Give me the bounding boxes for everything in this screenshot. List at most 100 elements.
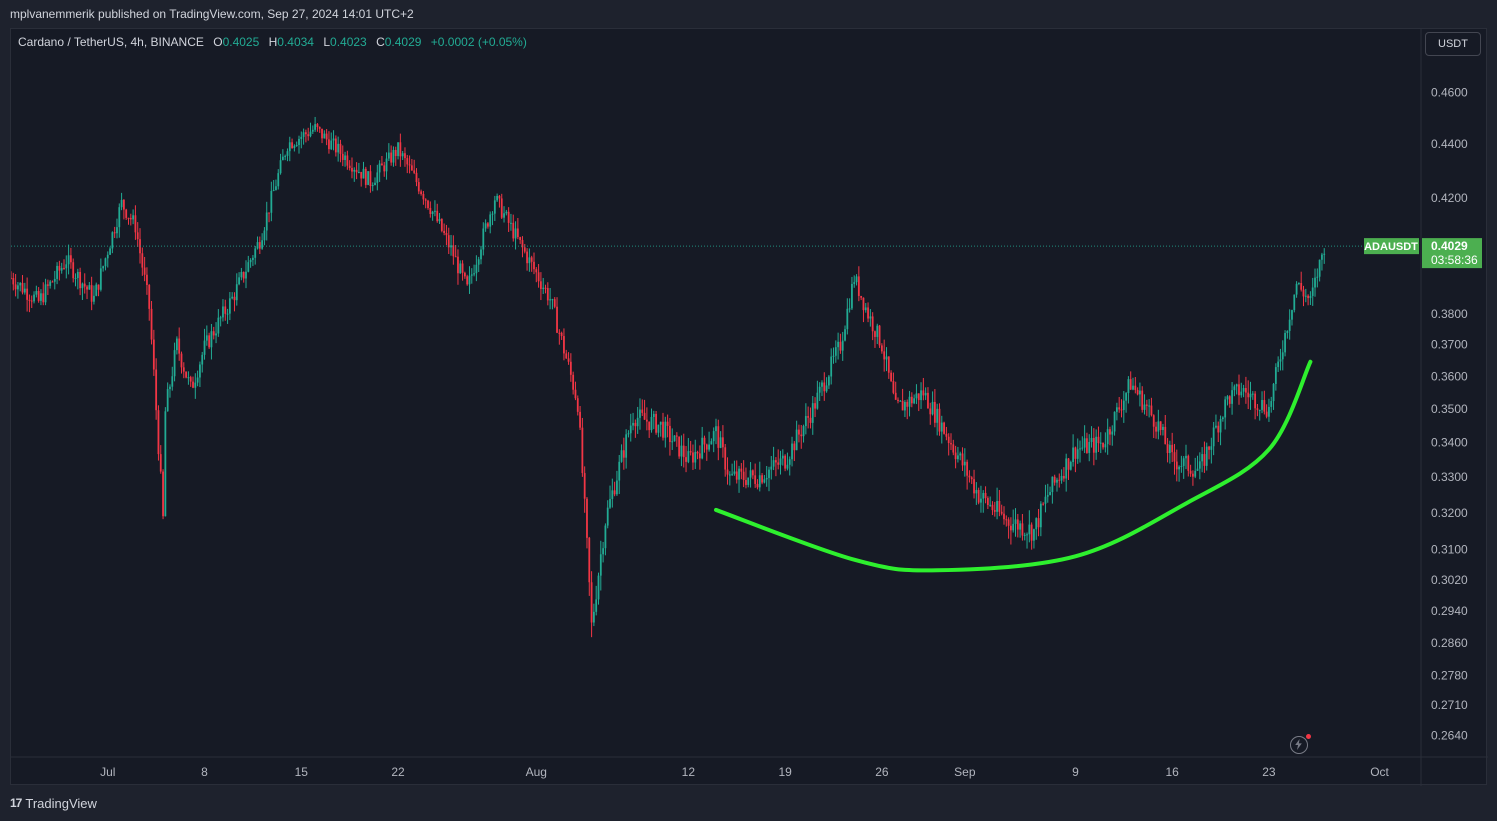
candle-body bbox=[848, 308, 851, 310]
ohlc-legend: Cardano / TetherUS, 4h, BINANCE O0.4025 … bbox=[18, 35, 527, 49]
candle-body bbox=[305, 132, 307, 135]
candle-body bbox=[880, 345, 883, 352]
candle-body bbox=[1044, 496, 1047, 504]
candle-body bbox=[164, 411, 167, 517]
candle-body bbox=[1030, 524, 1033, 541]
candle-body bbox=[76, 271, 79, 278]
candle-body bbox=[1270, 401, 1273, 407]
candle-body bbox=[1120, 409, 1123, 411]
tradingview-logo[interactable]: 17 TradingView bbox=[10, 795, 97, 811]
candle-body bbox=[800, 434, 803, 437]
candle-body bbox=[576, 398, 579, 412]
candle-body bbox=[109, 248, 111, 255]
notification-dot bbox=[1306, 734, 1311, 739]
candle-body bbox=[1115, 407, 1118, 412]
high-value: 0.4034 bbox=[277, 35, 314, 49]
price-chart[interactable]: 0.4600 0.4400 0.4200 0.3800 0.3700 0.3600 0.35… bbox=[11, 29, 1488, 786]
candle-body bbox=[118, 207, 121, 228]
candle-body bbox=[678, 436, 681, 457]
bar-countdown: 03:58:36 bbox=[1431, 253, 1478, 267]
candle-body bbox=[968, 475, 971, 478]
currency-button[interactable]: USDT bbox=[1425, 32, 1481, 56]
candle-body bbox=[556, 306, 558, 333]
candle-body bbox=[19, 282, 22, 286]
candle-body bbox=[507, 211, 510, 223]
candle-body bbox=[1219, 419, 1222, 433]
candle-body bbox=[466, 276, 469, 285]
candle-body bbox=[23, 288, 26, 293]
candle-body bbox=[1286, 330, 1289, 334]
candle-body bbox=[996, 501, 998, 512]
candle-body bbox=[947, 436, 950, 444]
candle-body bbox=[1049, 492, 1051, 496]
candle-body bbox=[371, 185, 374, 187]
candle-body bbox=[288, 142, 291, 152]
candle-body bbox=[871, 316, 874, 332]
candle-body bbox=[609, 498, 611, 508]
candle-body bbox=[332, 138, 335, 141]
lightning-icon[interactable] bbox=[1290, 734, 1311, 754]
candle-body bbox=[72, 262, 75, 279]
candle-body bbox=[1182, 458, 1185, 466]
candle-body bbox=[461, 263, 464, 273]
candle-body bbox=[417, 182, 420, 192]
rounded-bottom-curve[interactable] bbox=[714, 359, 1313, 573]
candle-body bbox=[1185, 455, 1187, 459]
y-tick-label: 0.3300 bbox=[1431, 470, 1468, 484]
candle-body bbox=[768, 469, 770, 478]
candle-body bbox=[742, 471, 745, 481]
candle-body bbox=[756, 483, 759, 488]
candle-body bbox=[1208, 446, 1210, 450]
candle-body bbox=[540, 281, 542, 289]
candle-body bbox=[1279, 359, 1282, 362]
change-value: +0.0002 (+0.05%) bbox=[430, 35, 527, 49]
candle-body bbox=[885, 356, 888, 360]
candle-body bbox=[452, 245, 455, 257]
candle-body bbox=[1162, 426, 1164, 430]
candle-body bbox=[650, 416, 653, 431]
candle-body bbox=[1277, 361, 1280, 368]
candle-body bbox=[1021, 523, 1024, 536]
candle-body bbox=[228, 298, 231, 314]
candle-body bbox=[424, 199, 427, 201]
candle-body bbox=[1000, 511, 1003, 514]
chart-pane[interactable]: 0.4600 0.4400 0.4200 0.3800 0.3700 0.3600 0.35… bbox=[10, 28, 1488, 786]
candle-body bbox=[192, 381, 194, 388]
candle-body bbox=[35, 290, 38, 295]
candle-body bbox=[14, 284, 17, 290]
candle-body bbox=[496, 195, 499, 201]
candle-body bbox=[975, 489, 978, 494]
candle-body bbox=[687, 451, 690, 462]
candle-body bbox=[611, 490, 614, 499]
y-tick-label: 0.3020 bbox=[1431, 573, 1468, 587]
candle-body bbox=[438, 218, 441, 222]
candle-body bbox=[457, 256, 459, 274]
candle-body bbox=[1240, 391, 1243, 396]
candle-body bbox=[784, 455, 787, 469]
x-tick-label: 15 bbox=[295, 765, 309, 779]
candle-body bbox=[316, 124, 319, 128]
publish-banner-text: mplvanemmerik published on TradingView.c… bbox=[10, 7, 414, 21]
candle-body bbox=[491, 213, 494, 215]
candle-body bbox=[208, 335, 211, 348]
candle-body bbox=[1152, 415, 1155, 427]
candle-body bbox=[804, 416, 807, 427]
candle-body bbox=[1076, 449, 1079, 459]
candle-body bbox=[915, 393, 918, 399]
candle-body bbox=[362, 168, 365, 179]
candle-body bbox=[749, 470, 752, 478]
candle-body bbox=[463, 272, 466, 277]
x-tick-label: 8 bbox=[201, 765, 208, 779]
candle-body bbox=[1281, 352, 1284, 360]
candle-body bbox=[1012, 523, 1015, 531]
candle-body bbox=[542, 287, 545, 289]
candle-body bbox=[295, 144, 298, 146]
candle-body bbox=[664, 421, 667, 438]
candle-body bbox=[284, 155, 287, 157]
candle-body bbox=[63, 267, 65, 269]
candle-body bbox=[1019, 523, 1022, 530]
candle-body bbox=[841, 340, 844, 351]
candle-body bbox=[745, 480, 747, 485]
candle-body bbox=[17, 285, 19, 290]
candle-body bbox=[1109, 429, 1111, 435]
